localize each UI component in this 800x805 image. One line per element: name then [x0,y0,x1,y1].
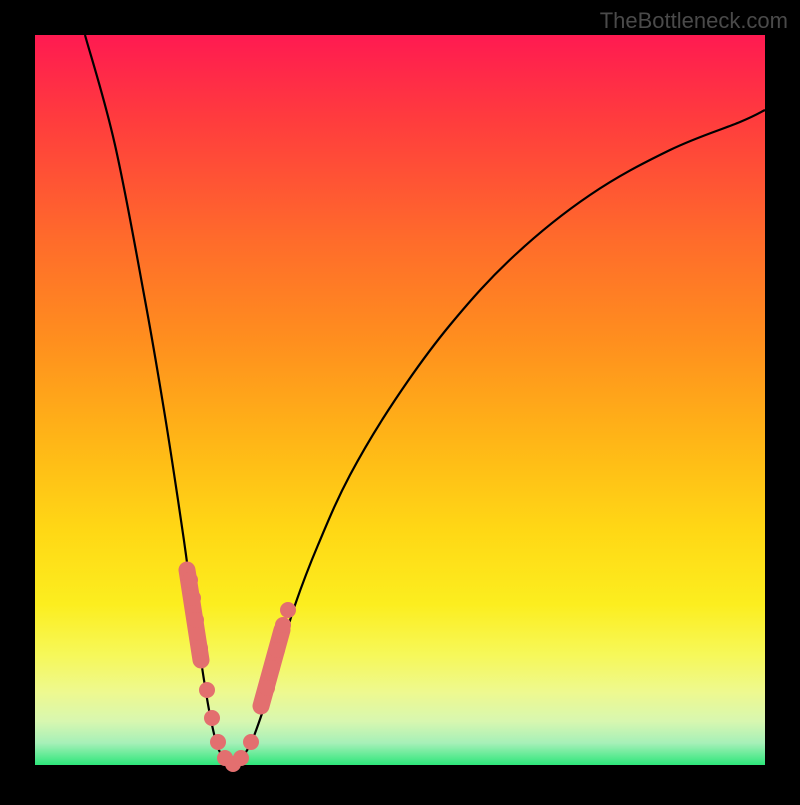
marker-dot [188,612,204,628]
marker-dot [233,750,249,766]
marker-dot [243,734,259,750]
watermark-text: TheBottleneck.com [600,8,788,34]
plot-background [35,35,765,765]
bottleneck-chart [0,0,800,800]
marker-dot [275,617,291,633]
marker-dot [269,642,285,658]
marker-dot [199,682,215,698]
marker-dot [204,710,220,726]
chart-svg [0,0,800,800]
marker-dot [264,660,280,676]
marker-dot [182,572,198,588]
marker-dot [192,640,208,656]
marker-dot [259,680,275,696]
marker-dot [185,590,201,606]
marker-dot [280,602,296,618]
marker-dot [210,734,226,750]
